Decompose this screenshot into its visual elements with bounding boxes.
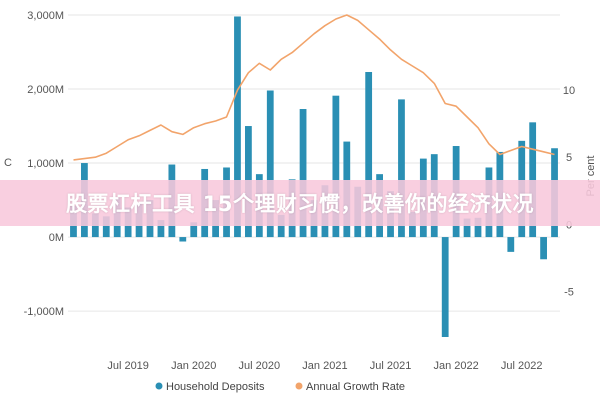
- bar: [190, 222, 198, 238]
- x-tick: Jul 2022: [501, 360, 543, 372]
- bar: [474, 217, 482, 238]
- bar: [507, 237, 515, 252]
- bar: [234, 16, 241, 238]
- grid: [68, 14, 560, 312]
- bar: [102, 216, 110, 238]
- x-tick: Jan 2020: [171, 360, 216, 372]
- legend-label: Annual Growth Rate: [306, 381, 405, 393]
- y-tick-left: 2,000M: [27, 84, 64, 96]
- bar: [179, 237, 187, 242]
- x-tick: Jul 2020: [239, 360, 281, 372]
- x-tick: Jan 2021: [302, 360, 347, 372]
- bar: [441, 237, 449, 337]
- x-tick: Jul 2021: [370, 360, 412, 372]
- legend-marker: [295, 382, 303, 390]
- line-series: [73, 14, 555, 161]
- legend: Household Deposits Annual Growth Rate: [155, 381, 405, 393]
- growth-line: [73, 14, 555, 161]
- y-tick-right: 10: [563, 85, 575, 97]
- legend-marker: [155, 382, 163, 390]
- bar: [157, 220, 165, 238]
- legend-label: Household Deposits: [166, 381, 265, 393]
- x-tick: Jan 2022: [434, 360, 479, 372]
- x-tick: Jul 2019: [107, 360, 149, 372]
- bar: [463, 218, 471, 238]
- bar-series: [70, 16, 558, 337]
- y-tick-left: -1,000M: [24, 306, 64, 318]
- bar: [299, 109, 307, 238]
- overlay-text: 股票杠杆工具 15个理财习惯，改善你的经济状况: [65, 192, 535, 216]
- bar: [540, 237, 547, 260]
- bar: [266, 90, 274, 238]
- bar: [332, 95, 340, 238]
- y-tick-right: -5: [564, 286, 574, 298]
- y-tick-left: 0M: [49, 232, 64, 244]
- y-tick-right: 5: [566, 152, 572, 164]
- y-axis-label-left: C: [4, 157, 12, 169]
- bar: [365, 71, 373, 238]
- overlay-banner: 股票杠杆工具 15个理财习惯，改善你的经济状况: [0, 180, 600, 226]
- bar: [398, 99, 405, 238]
- y-tick-left: 1,000M: [27, 158, 64, 170]
- bar: [529, 122, 537, 238]
- y-tick-left: 3,000M: [27, 10, 64, 22]
